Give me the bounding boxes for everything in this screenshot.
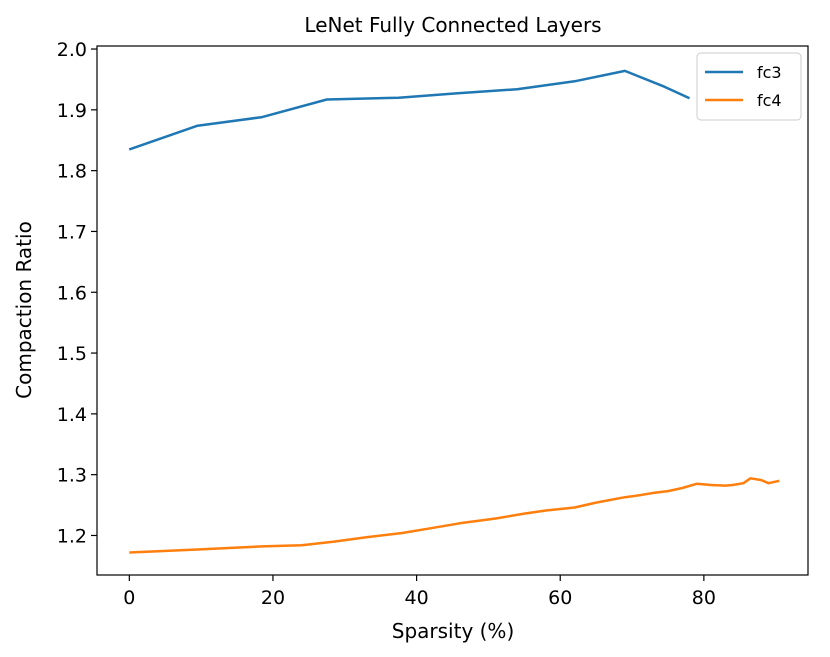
y-axis-label: Compaction Ratio — [12, 221, 36, 399]
plot-frame — [96, 45, 809, 576]
x-tick-label: 60 — [548, 587, 572, 609]
series-line-fc4 — [129, 477, 780, 554]
y-tick-label: 1.7 — [57, 221, 87, 243]
x-tick-label: 0 — [123, 587, 135, 609]
series-layer — [128, 69, 780, 554]
legend-label-fc4: fc4 — [757, 91, 782, 110]
x-tick-label: 20 — [261, 587, 285, 609]
x-axis-label: Sparsity (%) — [392, 619, 515, 643]
y-tick-label: 1.6 — [57, 282, 87, 304]
series-line-fc3 — [128, 69, 691, 151]
x-tick-label: 80 — [692, 587, 716, 609]
x-tick-label: 40 — [404, 587, 428, 609]
chart-title: LeNet Fully Connected Layers — [304, 13, 601, 37]
legend-label-fc3: fc3 — [757, 63, 782, 82]
y-tick-label: 1.3 — [57, 465, 87, 487]
y-tick-label: 1.2 — [57, 525, 87, 547]
y-tick-label: 1.9 — [57, 100, 87, 122]
y-tick-label: 1.4 — [57, 404, 87, 426]
y-tick-label: 1.5 — [57, 343, 87, 365]
legend: fc3 fc4 — [696, 52, 802, 121]
x-axis: 0 20 40 60 80 — [123, 575, 716, 609]
legend-frame — [696, 52, 802, 121]
y-axis: 1.2 1.3 1.4 1.5 1.6 1.7 1.8 1.9 2.0 — [57, 39, 97, 547]
y-tick-label: 1.8 — [57, 161, 87, 183]
y-tick-label: 2.0 — [57, 39, 87, 61]
plot-area — [96, 45, 809, 576]
